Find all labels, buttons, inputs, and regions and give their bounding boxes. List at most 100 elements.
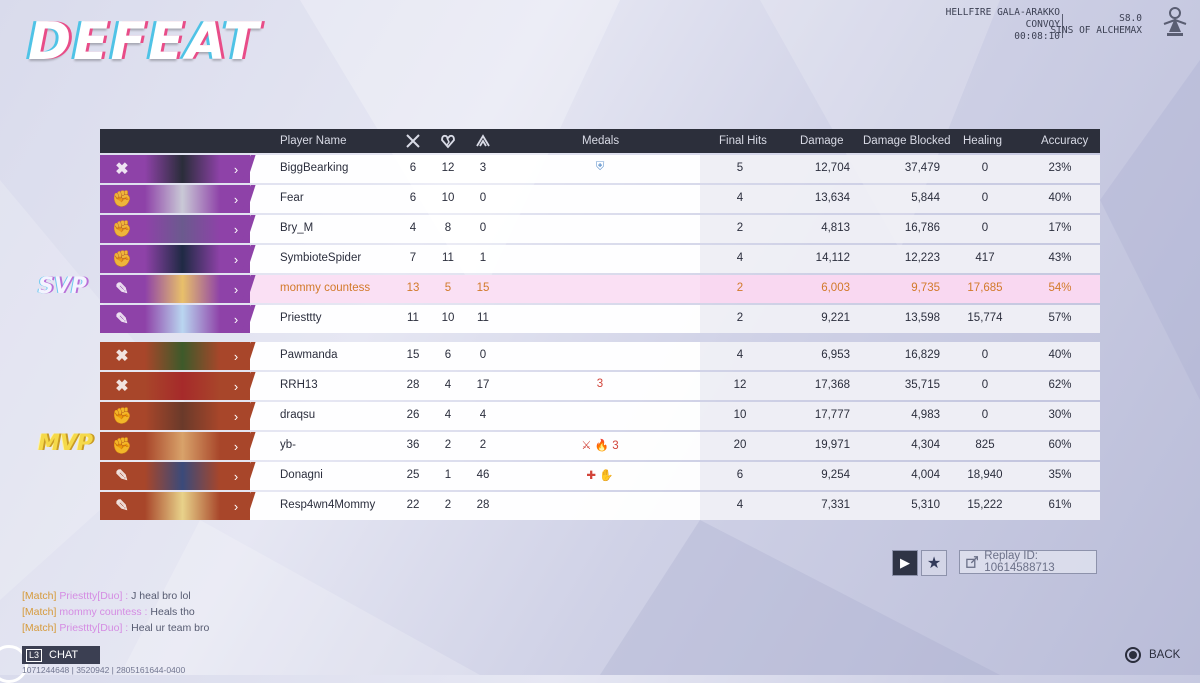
chevron-right-icon[interactable]: › <box>233 348 239 364</box>
role-icon: ✎ <box>115 468 129 485</box>
player-row[interactable]: ✖ › RRH13 28 4 17 3 12 17,368 35,715 0 62% <box>100 372 1100 400</box>
chevron-right-icon[interactable]: › <box>233 251 239 267</box>
footer-ids: 1071244648 | 3520942 | 2805161644-0400 <box>22 665 186 675</box>
kills-icon <box>406 134 420 148</box>
hero-portrait <box>100 402 250 430</box>
healing: 0 <box>981 162 989 174</box>
chevron-right-icon[interactable]: › <box>233 438 239 454</box>
kills: 15 <box>406 349 420 361</box>
chevron-right-icon[interactable]: › <box>233 161 239 177</box>
back-button[interactable]: BACK <box>1125 647 1180 663</box>
player-row[interactable]: ✖ › BiggBearking 6 12 3 ⛨ 5 12,704 37,479 0 23% <box>100 155 1100 183</box>
deaths: 1 <box>444 469 452 481</box>
final-hits: 12 <box>733 379 747 391</box>
healing: 0 <box>981 192 989 204</box>
deaths: 12 <box>441 162 455 174</box>
damage: 6,953 <box>821 349 850 361</box>
player-row[interactable]: ✊ › Bry_M 4 8 0 2 4,813 16,786 0 17% <box>100 215 1100 243</box>
player-name: mommy countess <box>280 282 371 294</box>
damage-blocked: 4,983 <box>911 409 940 421</box>
season-emblem-icon <box>1163 7 1187 36</box>
final-hits: 4 <box>736 192 744 204</box>
player-row[interactable]: ✎ › Resp4wn4Mommy 22 2 28 4 7,331 5,310 15,222 61% <box>100 492 1100 520</box>
damage: 7,331 <box>821 499 850 511</box>
circle-button-icon <box>1125 647 1141 663</box>
assists-icon <box>476 134 490 147</box>
deaths: 11 <box>442 252 454 264</box>
hero-portrait <box>100 275 250 303</box>
role-icon: ✎ <box>115 311 129 328</box>
final-hits: 2 <box>736 222 744 234</box>
role-icon: ✊ <box>112 438 132 455</box>
damage: 9,254 <box>821 469 850 481</box>
player-row[interactable]: ✊ › draqsu 26 4 4 10 17,777 4,983 0 30% <box>100 402 1100 430</box>
player-row[interactable]: ✎ › mommy countess 13 5 15 2 6,003 9,735 17,685 54… <box>100 275 1100 303</box>
replay-id-button[interactable]: Replay ID: 10614588713 <box>959 550 1097 574</box>
accuracy: 35% <box>1048 469 1072 481</box>
chevron-right-icon[interactable]: › <box>233 311 239 327</box>
hero-portrait <box>100 372 250 400</box>
role-icon: ✊ <box>112 221 132 238</box>
healing: 0 <box>981 349 989 361</box>
role-icon: ✊ <box>112 191 132 208</box>
healing: 417 <box>975 252 995 264</box>
header-damage-blocked: Damage Blocked <box>863 135 951 147</box>
chevron-right-icon[interactable]: › <box>233 378 239 394</box>
share-icon <box>966 556 979 568</box>
chat-channel: [Match] <box>22 622 57 634</box>
kills: 7 <box>409 252 417 264</box>
chevron-right-icon[interactable]: › <box>233 281 239 297</box>
healing: 15,774 <box>967 312 1003 324</box>
accuracy: 43% <box>1048 252 1072 264</box>
kills: 11 <box>407 312 419 324</box>
role-icon: ✖ <box>115 378 129 395</box>
accuracy: 40% <box>1048 349 1072 361</box>
player-name: BiggBearking <box>280 162 349 174</box>
player-name: Priesttty <box>280 312 322 324</box>
accuracy: 17% <box>1048 222 1072 234</box>
player-name: Donagni <box>280 469 323 481</box>
player-row[interactable]: ✊ › Fear 6 10 0 4 13,634 5,844 0 40% <box>100 185 1100 213</box>
damage-blocked: 37,479 <box>904 162 940 174</box>
stats-background <box>700 275 1100 303</box>
final-hits: 20 <box>733 439 747 451</box>
damage: 9,221 <box>821 312 850 324</box>
scoreboard-header: Player Name Medals Final Hits Damage Dam… <box>100 129 1100 153</box>
l3-key-icon: L3 <box>26 648 43 662</box>
hero-portrait <box>100 155 250 183</box>
damage: 4,813 <box>821 222 850 234</box>
damage-blocked: 4,004 <box>911 469 940 481</box>
kills: 6 <box>409 162 417 174</box>
assists: 46 <box>476 469 490 481</box>
deaths: 2 <box>444 499 452 511</box>
player-row[interactable]: ✊ › yb- 36 2 2 ⚔ 🔥 3 20 19,971 4,304 825 60% <box>100 432 1100 460</box>
season-number: S8.0 <box>1119 13 1142 24</box>
chevron-right-icon[interactable]: › <box>233 408 239 424</box>
damage-blocked: 9,735 <box>911 282 940 294</box>
player-row[interactable]: ✖ › Pawmanda 15 6 0 4 6,953 16,829 0 40% <box>100 342 1100 370</box>
assists: 15 <box>476 282 490 294</box>
final-hits: 4 <box>736 499 744 511</box>
accuracy: 54% <box>1048 282 1072 294</box>
final-hits: 2 <box>736 282 744 294</box>
hero-portrait <box>100 342 250 370</box>
player-row[interactable]: ✎ › Priesttty 11 10 11 2 9,221 13,598 15,774 57% <box>100 305 1100 333</box>
healing: 18,940 <box>967 469 1003 481</box>
chevron-right-icon[interactable]: › <box>233 498 239 514</box>
damage-blocked: 35,715 <box>904 379 940 391</box>
kills: 26 <box>406 409 420 421</box>
deaths-icon <box>441 134 455 149</box>
favorite-button[interactable]: ★ <box>921 550 947 576</box>
chevron-right-icon[interactable]: › <box>233 221 239 237</box>
chevron-right-icon[interactable]: › <box>233 468 239 484</box>
chat-button[interactable]: L3 CHAT <box>22 646 100 664</box>
final-hits: 4 <box>736 252 744 264</box>
season-info: S8.0 SINS OF ALCHEMAX <box>1050 7 1142 37</box>
chat-line: [Match] mommy countess : Heals tho <box>22 604 209 620</box>
player-row[interactable]: ✎ › Donagni 25 1 46 ✚ ✋ 6 9,254 4,004 18,940 35% <box>100 462 1100 490</box>
role-icon: ✖ <box>115 161 129 178</box>
replay-play-button[interactable]: ▶ <box>892 550 918 576</box>
player-row[interactable]: ✊ › SymbioteSpider 7 11 1 4 14,112 12,223 417 43% <box>100 245 1100 273</box>
assists: 11 <box>477 312 489 324</box>
chevron-right-icon[interactable]: › <box>233 191 239 207</box>
